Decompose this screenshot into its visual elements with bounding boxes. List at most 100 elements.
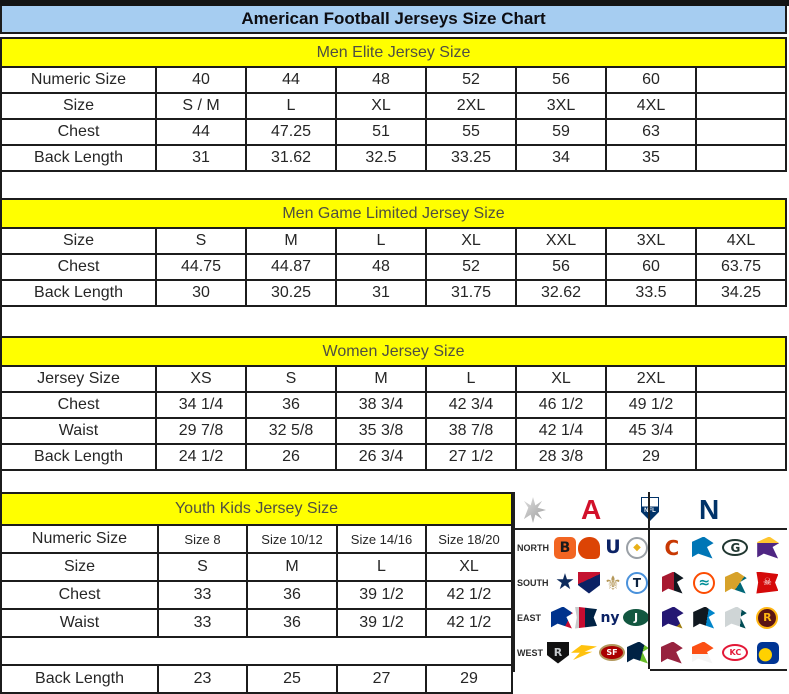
- size-cell: 47.25: [245, 118, 337, 146]
- size-cell: 48: [335, 66, 427, 94]
- giants-logo: ny: [600, 609, 620, 626]
- size-cell: 52: [425, 66, 517, 94]
- size-cell: 59: [515, 118, 607, 146]
- size-cell: 45 3/4: [605, 417, 697, 445]
- texans-logo: [578, 571, 600, 594]
- table-header-band: Men Game Limited Jersey Size: [0, 198, 787, 229]
- row-label: Waist: [0, 608, 159, 638]
- size-cell: 44: [245, 66, 337, 94]
- size-cell: 4XL: [605, 92, 697, 120]
- vikings-logo: [757, 536, 780, 559]
- size-cell: 31.75: [425, 279, 517, 307]
- women-table: Women Jersey Size Jersey Size XS S M L XL 2XL Ch…: [0, 336, 789, 471]
- size-cell: 33.25: [425, 144, 517, 172]
- size-cell: 27: [336, 664, 427, 694]
- size-cell: 44: [155, 118, 247, 146]
- size-cell: 31.62: [245, 144, 337, 172]
- browns-logo: [578, 536, 600, 559]
- table-header-band: Youth Kids Jersey Size: [0, 492, 513, 526]
- size-cell: 23: [157, 664, 248, 694]
- size-cell: Size 18/20: [425, 524, 513, 554]
- table-header-band: Men Elite Jersey Size: [0, 37, 787, 68]
- row-label: Back Length: [0, 443, 157, 471]
- size-cell: 3XL: [605, 227, 697, 255]
- nfl-grid-header: A NFL N: [515, 492, 787, 530]
- conference-divider: [648, 492, 650, 669]
- size-cell: 44.75: [155, 253, 247, 281]
- size-cell: [695, 144, 787, 172]
- lions-logo: [691, 536, 714, 559]
- size-cell: 36: [245, 391, 337, 419]
- row-label: Chest: [0, 253, 157, 281]
- size-cell: 36: [246, 580, 338, 610]
- size-cell: 48: [335, 253, 427, 281]
- size-cell: 52: [425, 253, 517, 281]
- seahawks-logo: [627, 641, 649, 664]
- size-cell: 29 7/8: [155, 417, 247, 445]
- size-cell: M: [335, 365, 427, 393]
- size-cell: [695, 66, 787, 94]
- size-cell: 38 3/4: [335, 391, 427, 419]
- row-label: Waist: [0, 417, 157, 445]
- row-label: Chest: [0, 580, 159, 610]
- row-label: Size: [0, 552, 159, 582]
- size-cell: 27 1/2: [425, 443, 517, 471]
- steelers-logo: ◆: [626, 536, 648, 559]
- size-cell: 4XL: [695, 227, 787, 255]
- size-cell: [695, 92, 787, 120]
- size-cell: 33: [157, 608, 248, 638]
- division-label: SOUTH: [517, 577, 549, 588]
- size-cell: 29: [605, 443, 697, 471]
- bottom-section: Youth Kids Jersey Size Numeric Size Size 8…: [0, 492, 789, 694]
- nfc-south-teams: ≈ ☠: [650, 571, 787, 594]
- chiefs-logo: KC: [722, 644, 749, 661]
- row-label: Back Length: [0, 279, 157, 307]
- size-cell: S: [157, 552, 248, 582]
- size-cell: 26: [245, 443, 337, 471]
- size-cell: 40: [155, 66, 247, 94]
- cowboys-logo: ★: [555, 569, 575, 595]
- eagles-logo: [724, 606, 747, 629]
- redskins-logo: R: [756, 606, 779, 629]
- size-cell: [695, 391, 787, 419]
- nfc-east-teams: R: [650, 606, 787, 629]
- size-cell: 42 1/2: [425, 580, 513, 610]
- size-cell: 49 1/2: [605, 391, 697, 419]
- size-cell: 55: [425, 118, 517, 146]
- size-cell: 35: [605, 144, 697, 172]
- row-label: Jersey Size: [0, 365, 157, 393]
- size-cell: 39 1/2: [336, 580, 427, 610]
- division-row: EAST ny J R: [515, 600, 787, 635]
- size-cell: S / M: [155, 92, 247, 120]
- size-cell: XS: [155, 365, 247, 393]
- nfl-shield-icon: NFL: [641, 497, 659, 521]
- row-label: Numeric Size: [0, 524, 159, 554]
- size-cell: 26 3/4: [335, 443, 427, 471]
- size-cell: 42 1/2: [425, 608, 513, 638]
- size-cell: 51: [335, 118, 427, 146]
- size-cell: 42 3/4: [425, 391, 517, 419]
- nfc-logo-icon: N: [699, 494, 720, 525]
- row-spacer: [0, 637, 513, 665]
- bills-logo: [551, 606, 573, 629]
- row-label: Chest: [0, 118, 157, 146]
- broncos-logo: [691, 641, 714, 664]
- size-cell: XL: [425, 227, 517, 255]
- spacer: [0, 172, 789, 198]
- division-row: NORTH B U ◆ C G: [515, 530, 787, 565]
- patriots-logo: [575, 606, 597, 629]
- size-cell: 33.5: [605, 279, 697, 307]
- size-cell: 30.25: [245, 279, 337, 307]
- row-label: Chest: [0, 391, 157, 419]
- division-label: EAST: [517, 612, 542, 623]
- size-cell: 63: [605, 118, 697, 146]
- size-cell: 2XL: [425, 92, 517, 120]
- cardinals-logo: [660, 641, 683, 664]
- size-cell: M: [246, 552, 338, 582]
- youth-kids-table: Youth Kids Jersey Size Numeric Size Size 8…: [0, 492, 513, 694]
- size-cell: XL: [515, 365, 607, 393]
- nfl-divisions-grid: A NFL N NORTHBU◆CGSOUTH★⚜T≈☠EASTnyJRWEST…: [513, 492, 787, 672]
- size-cell: 34.25: [695, 279, 787, 307]
